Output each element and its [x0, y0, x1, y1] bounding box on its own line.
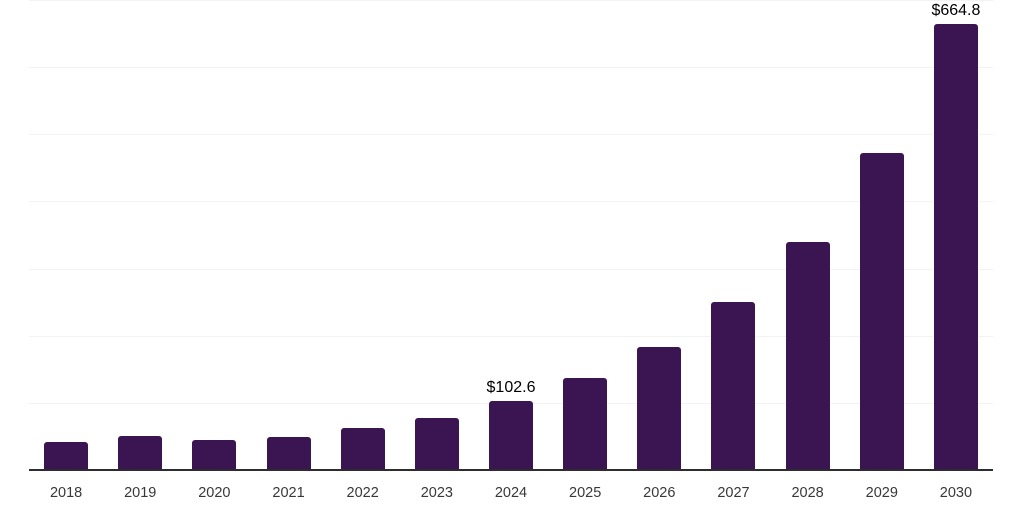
x-tick-2030: 2030 [939, 485, 973, 501]
x-tick-2023: 2023 [420, 485, 453, 501]
x-tick-2022: 2022 [346, 485, 379, 501]
x-tick-2021: 2021 [272, 485, 305, 501]
bar-2029 [859, 153, 904, 470]
bar-2030 [933, 23, 978, 470]
bar-2023 [414, 418, 459, 470]
x-tick-2018: 2018 [49, 485, 83, 501]
bar-2025 [563, 378, 608, 470]
bar-2020 [192, 439, 237, 470]
bar-2019 [118, 436, 163, 470]
bar-2021 [266, 437, 311, 470]
gridline-300 [29, 268, 993, 270]
bar-2022 [340, 428, 385, 470]
x-tick-2024: 2024 [494, 485, 528, 501]
value-label-2030: $664.8 [931, 1, 981, 19]
gridline-200 [29, 335, 993, 337]
x-tick-2028: 2028 [791, 485, 824, 501]
x-tick-2026: 2026 [643, 485, 676, 501]
value-label-2024: $102.6 [486, 379, 536, 397]
bar-2018 [44, 442, 89, 470]
x-axis-line [29, 469, 993, 471]
gridline-500 [29, 134, 993, 136]
gridline-400 [29, 201, 993, 203]
gridline-700 [29, 0, 993, 1]
bar-2024 [489, 401, 533, 470]
x-axis-labels: 2018 2019 2020 2021 2022 2023 2024 2025 2026 2027… [29, 484, 993, 504]
x-tick-2020: 2020 [198, 485, 231, 501]
gridline-600 [29, 67, 993, 69]
plot-area: $102.6 $664.8 [29, 0, 993, 470]
x-tick-2025: 2025 [569, 485, 602, 501]
bar-2028 [785, 242, 830, 470]
bar-2026 [637, 347, 682, 470]
x-tick-2019: 2019 [124, 485, 157, 501]
x-tick-2027: 2027 [717, 485, 750, 501]
x-tick-2029: 2029 [865, 485, 898, 501]
bar-2027 [711, 302, 756, 470]
